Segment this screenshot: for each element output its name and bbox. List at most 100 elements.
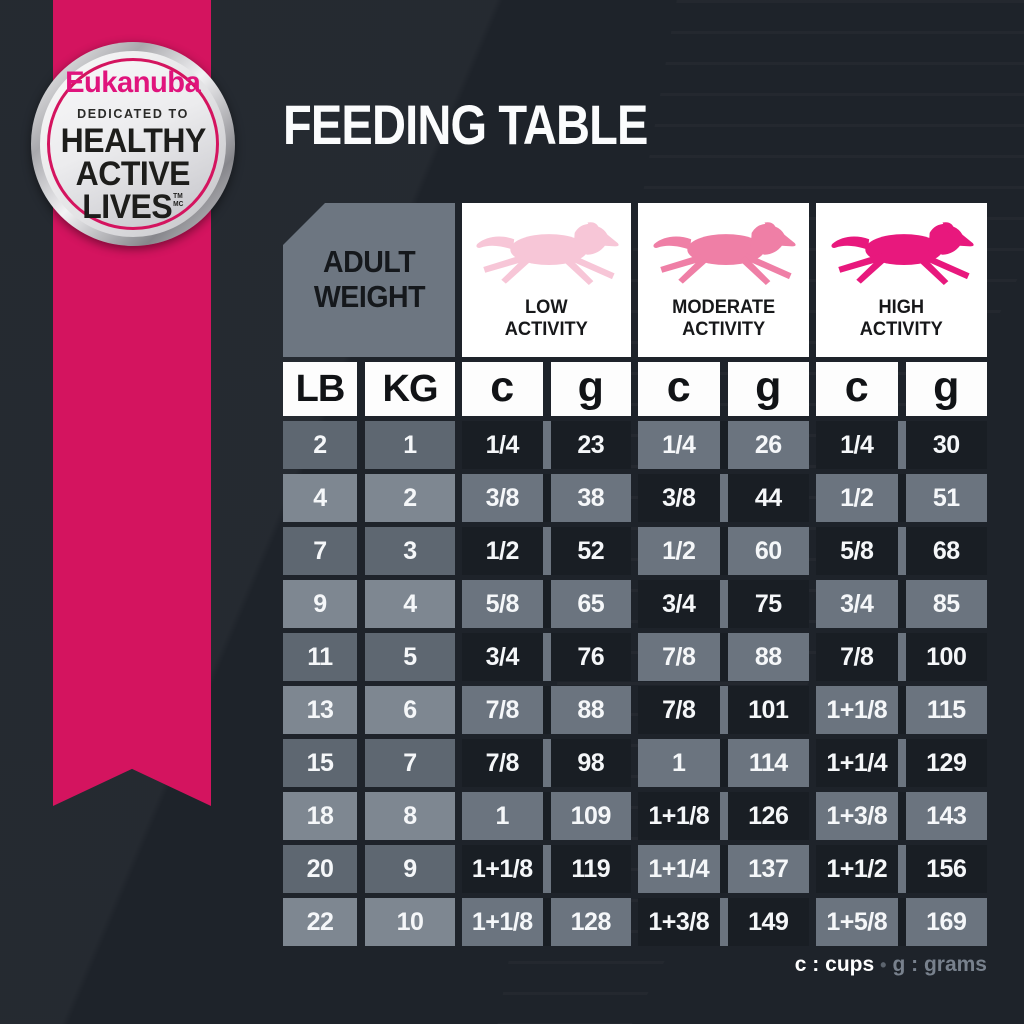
cups-cell: 7/8 xyxy=(485,695,520,724)
mod-activity-cells: 1+3/8 149 xyxy=(638,898,809,946)
cups-cell: 1+1/8 xyxy=(471,854,533,883)
grams-cell: 143 xyxy=(926,801,967,830)
cell-divider xyxy=(542,474,551,522)
mod-activity-cells: 1/2 60 xyxy=(638,527,809,575)
grams-cell: 60 xyxy=(754,536,782,565)
high-unit-header: c g xyxy=(816,362,987,416)
col-header-lb: LB xyxy=(283,362,357,416)
cell-divider xyxy=(897,421,906,469)
lb-cell: 22 xyxy=(283,898,357,946)
page-title: FEEDING TABLE xyxy=(283,93,648,156)
cups-cell: 1+3/8 xyxy=(826,801,888,830)
grams-cell: 52 xyxy=(577,536,605,565)
cell-divider xyxy=(542,421,551,469)
high-activity-cells: 1+5/8 169 xyxy=(816,898,987,946)
mod-activity-cells: 1+1/8 126 xyxy=(638,792,809,840)
low-activity-cells: 3/8 38 xyxy=(462,474,631,522)
kg-cell: 4 xyxy=(365,580,455,628)
cell-divider xyxy=(542,686,551,734)
lb-cell: 15 xyxy=(283,739,357,787)
grams-cell: 169 xyxy=(926,907,967,936)
low-activity-cells: 1+1/8 119 xyxy=(462,845,631,893)
lb-cell: 4 xyxy=(283,474,357,522)
grams-cell: 30 xyxy=(932,430,960,459)
cups-cell: 3/4 xyxy=(840,589,874,618)
grams-cell: 68 xyxy=(932,536,960,565)
high-activity-cells: 1+1/8 115 xyxy=(816,686,987,734)
grams-cell: 51 xyxy=(932,483,960,512)
cell-divider xyxy=(542,845,551,893)
cups-cell: 7/8 xyxy=(662,642,696,671)
cups-cell: 7/8 xyxy=(662,695,696,724)
grams-cell: 109 xyxy=(570,801,612,830)
legend-cups: c : cups xyxy=(794,953,875,976)
badge-brand-logo: Eukanuba xyxy=(65,65,201,99)
feeding-table: ADULT WEIGHT LOW ACTIVITY MODERATE ACTIVIT… xyxy=(283,203,987,946)
kg-cell: 8 xyxy=(365,792,455,840)
lb-cell: 18 xyxy=(283,792,357,840)
cups-cell: 1+3/8 xyxy=(648,907,710,936)
cups-cell: 1/2 xyxy=(662,536,696,565)
cell-divider xyxy=(897,792,906,840)
cell-divider xyxy=(719,527,728,575)
cell-divider xyxy=(897,898,906,946)
high-activity-cells: 1/2 51 xyxy=(816,474,987,522)
low-activity-cells: 5/8 65 xyxy=(462,580,631,628)
cell-divider xyxy=(719,792,728,840)
kg-cell: 10 xyxy=(365,898,455,946)
low-activity-cells: 1 109 xyxy=(462,792,631,840)
cell-divider xyxy=(542,792,551,840)
grams-cell: 100 xyxy=(926,642,967,671)
activity-header-moderate: MODERATE ACTIVITY xyxy=(638,203,809,357)
col-header-grams: g xyxy=(905,362,987,416)
grams-cell: 129 xyxy=(926,748,967,777)
cups-cell: 1+1/8 xyxy=(648,801,710,830)
cups-cell: 1/2 xyxy=(485,536,520,565)
mod-activity-cells: 1+1/4 137 xyxy=(638,845,809,893)
adult-weight-line1: ADULT xyxy=(322,244,416,280)
cell-divider xyxy=(542,739,551,787)
cell-divider xyxy=(897,474,906,522)
cups-cell: 3/4 xyxy=(662,589,696,618)
grams-cell: 126 xyxy=(748,801,789,830)
col-header-cups: c xyxy=(638,362,720,416)
table-row-weight: 22 10 xyxy=(283,898,455,946)
cell-divider xyxy=(719,739,728,787)
cell-divider xyxy=(719,845,728,893)
units-legend: c : cups • g : grams xyxy=(283,953,987,977)
cups-cell: 1/4 xyxy=(840,430,874,459)
activity-label-low: LOW ACTIVITY xyxy=(504,297,589,341)
running-dog-icon xyxy=(652,222,796,285)
cups-cell: 1 xyxy=(495,801,510,830)
adult-weight-header: ADULT WEIGHT xyxy=(283,203,455,357)
grams-cell: 98 xyxy=(577,748,605,777)
cell-divider xyxy=(542,527,551,575)
table-row-weight: 18 8 xyxy=(283,792,455,840)
mod-activity-cells: 1/4 26 xyxy=(638,421,809,469)
grams-cell: 76 xyxy=(577,642,605,671)
high-activity-cells: 1+1/4 129 xyxy=(816,739,987,787)
cell-divider xyxy=(897,739,906,787)
grams-cell: 65 xyxy=(577,589,605,618)
activity-label-high: HIGH ACTIVITY xyxy=(859,297,944,341)
cups-cell: 5/8 xyxy=(485,589,520,618)
cups-cell: 1/2 xyxy=(840,483,874,512)
cups-cell: 1+5/8 xyxy=(826,907,888,936)
grams-cell: 137 xyxy=(748,854,789,883)
weight-unit-header: LB KG xyxy=(283,362,455,416)
kg-cell: 2 xyxy=(365,474,455,522)
cups-cell: 1+1/4 xyxy=(648,854,710,883)
table-row-weight: 15 7 xyxy=(283,739,455,787)
col-header-cups: c xyxy=(816,362,898,416)
lb-cell: 9 xyxy=(283,580,357,628)
grams-cell: 23 xyxy=(577,430,605,459)
cell-divider xyxy=(897,686,906,734)
grams-cell: 101 xyxy=(748,695,789,724)
grams-cell: 44 xyxy=(754,483,782,512)
grams-cell: 26 xyxy=(754,430,782,459)
col-header-kg: KG xyxy=(365,362,455,416)
kg-cell: 9 xyxy=(365,845,455,893)
grams-cell: 85 xyxy=(932,589,960,618)
